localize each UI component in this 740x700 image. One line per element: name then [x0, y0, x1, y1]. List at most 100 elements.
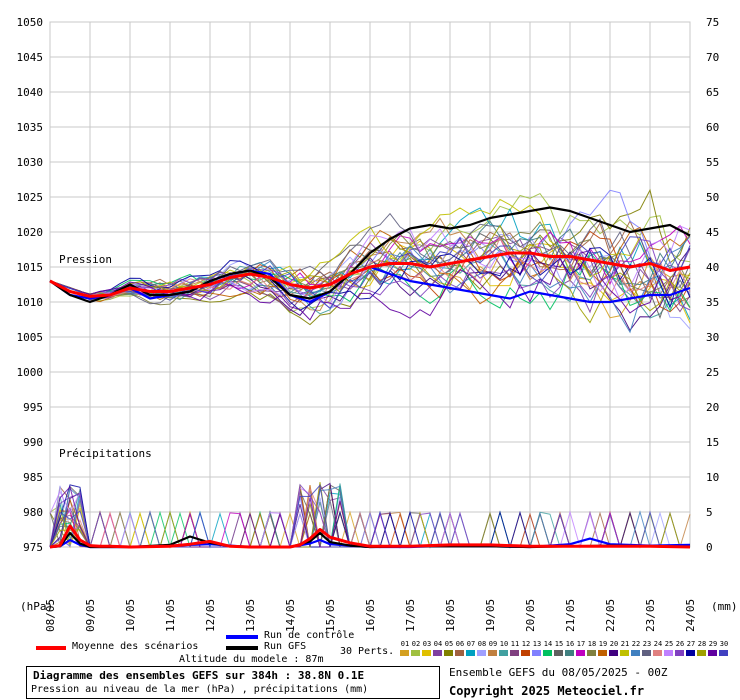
- pert-number: 21: [620, 640, 630, 648]
- pert-number: 25: [664, 640, 674, 648]
- pressure-label: Pression: [59, 253, 112, 266]
- pert-color-swatch: [510, 650, 519, 656]
- ensemble-chart: 1050104510401035103010251020101510101005…: [17, 16, 738, 632]
- pert-number: 20: [609, 640, 619, 648]
- pert-number: 04: [433, 640, 443, 648]
- precip-tick-label: 70: [706, 51, 719, 64]
- pert-color-swatch: [400, 650, 409, 656]
- pert-pressure-line: [49, 224, 691, 324]
- pert-color-swatch: [422, 650, 431, 656]
- precip-tick-label: 25: [706, 366, 719, 379]
- date-tick-label: 13/05: [244, 599, 257, 632]
- pressure-moyenne-des-sc-narios-line: [49, 251, 691, 298]
- pert-number: 26: [675, 640, 685, 648]
- date-tick-label: 10/05: [124, 599, 137, 632]
- pert-number: 14: [543, 640, 553, 648]
- pert-number: 01: [400, 640, 410, 648]
- date-tick-label: 22/05: [604, 599, 617, 632]
- pert-color-swatch: [554, 650, 563, 656]
- pert-number: 28: [697, 640, 707, 648]
- pert-number: 09: [488, 640, 498, 648]
- pressure-tick-label: 985: [23, 471, 43, 484]
- pressure-tick-label: 990: [23, 436, 43, 449]
- pert-color-swatch: [587, 650, 596, 656]
- pert-color-swatch: [488, 650, 497, 656]
- pert-color-swatch: [444, 650, 453, 656]
- date-tick-label: 11/05: [164, 599, 177, 632]
- pert-number: 22: [631, 640, 641, 648]
- pressure-tick-label: 1020: [17, 226, 44, 239]
- pert-color-swatch: [631, 650, 640, 656]
- precip-tick-label: 50: [706, 191, 719, 204]
- pressure-tick-label: 980: [23, 506, 43, 519]
- date-tick-label: 16/05: [364, 599, 377, 632]
- pressure-tick-label: 1000: [17, 366, 44, 379]
- date-axis-ticks: 08/05 09/05 10/05 11/05 12/05 13/05 14/05 15/05…: [44, 599, 697, 632]
- pressure-tick-label: 1050: [17, 16, 44, 29]
- precip-tick-label: 75: [706, 16, 719, 29]
- pressure-run-gfs-line: [49, 206, 691, 304]
- copyright-label: Copyright 2025 Meteociel.fr: [449, 684, 645, 698]
- pert-color-swatch: [565, 650, 574, 656]
- pert-color-swatch: [576, 650, 585, 656]
- altitude-label: Altitude du modele : 87m: [179, 654, 324, 665]
- date-tick-label: 08/05: [44, 599, 57, 632]
- pressure-tick-label: 975: [23, 541, 43, 554]
- footer-title: Diagramme des ensembles GEFS sur 384h : …: [33, 669, 365, 682]
- date-tick-label: 24/05: [684, 599, 697, 632]
- pressure-tick-label: 995: [23, 401, 43, 414]
- pert-number: 08: [477, 640, 487, 648]
- precip-tick-label: 20: [706, 401, 719, 414]
- date-tick-label: 12/05: [204, 599, 217, 632]
- precip-label: Précipitations: [59, 447, 152, 460]
- date-tick-label: 17/05: [404, 599, 417, 632]
- ensemble-run-label: Ensemble GEFS du 08/05/2025 - 00Z: [449, 666, 668, 679]
- pert-color-swatch: [708, 650, 717, 656]
- pert-number: 16: [565, 640, 575, 648]
- precip-tick-label: 65: [706, 86, 719, 99]
- pert-number: 10: [499, 640, 509, 648]
- pert-number: 12: [521, 640, 531, 648]
- legend-mean-swatch: [36, 646, 66, 650]
- legend-gfs-swatch: [226, 646, 258, 650]
- precip-tick-label: 40: [706, 261, 719, 274]
- pert-color-swatch: [664, 650, 673, 656]
- date-tick-label: 18/05: [444, 599, 457, 632]
- footer-title-box: Diagramme des ensembles GEFS sur 384h : …: [26, 666, 440, 699]
- legend-perts-label: 30 Perts.: [340, 646, 395, 657]
- pressure-tick-label: 1045: [17, 51, 44, 64]
- precip-tick-label: 10: [706, 471, 719, 484]
- pert-number: 13: [532, 640, 542, 648]
- date-tick-label: 09/05: [84, 599, 97, 632]
- right-axis-unit: (mm): [711, 600, 738, 613]
- precip-tick-label: 55: [706, 156, 719, 169]
- date-tick-label: 20/05: [524, 599, 537, 632]
- pert-number: 29: [708, 640, 718, 648]
- pert-color-swatch: [697, 650, 706, 656]
- pert-number: 27: [686, 640, 696, 648]
- pressure-tick-label: 1010: [17, 296, 44, 309]
- pert-number: 23: [642, 640, 652, 648]
- pert-color-swatch: [598, 650, 607, 656]
- precip-tick-label: 5: [706, 506, 713, 519]
- pert-color-swatch: [499, 650, 508, 656]
- pert-color-swatch: [642, 650, 651, 656]
- pert-color-swatch: [675, 650, 684, 656]
- pert-number: 15: [554, 640, 564, 648]
- pert-number: 19: [598, 640, 608, 648]
- precip-tick-label: 30: [706, 331, 719, 344]
- pert-color-swatch: [466, 650, 475, 656]
- pressure-axis-ticks: 1050 1045 1040 1035 1030 1025 1020 1015 1010 1005…: [17, 16, 44, 554]
- pert-color-swatch: [433, 650, 442, 656]
- left-axis-unit: (hPa): [20, 600, 53, 613]
- pressure-tick-label: 1005: [17, 331, 44, 344]
- pert-number: 03: [422, 640, 432, 648]
- date-tick-label: 23/05: [644, 599, 657, 632]
- pressure-tick-label: 1030: [17, 156, 44, 169]
- pert-number: 02: [411, 640, 421, 648]
- date-tick-label: 21/05: [564, 599, 577, 632]
- pert-number: 17: [576, 640, 586, 648]
- date-tick-label: 15/05: [324, 599, 337, 632]
- pert-number: 24: [653, 640, 663, 648]
